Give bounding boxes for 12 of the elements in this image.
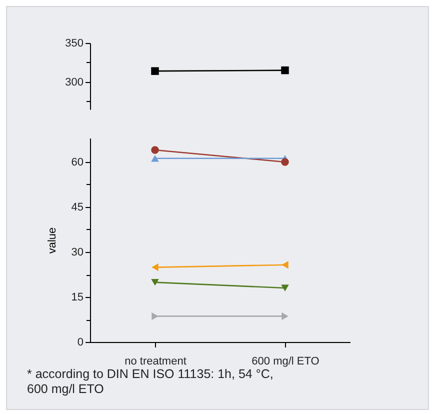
y-tick-label: 45 <box>71 202 84 214</box>
x-tick-label: no treatment <box>124 356 186 368</box>
y-axis-title: value <box>46 228 58 254</box>
text: * according to DIN EN ISO 11135: 1h, 54 °C, 600 mg/l ETO <box>27 367 274 397</box>
y-tick-label: 300 <box>65 76 84 88</box>
x-tick-label: 600 mg/l ETO <box>252 356 320 368</box>
y-tick-label: 0 <box>77 336 84 349</box>
y-tick-label: 15 <box>71 292 84 304</box>
y-tick-label: 350 <box>65 38 84 50</box>
point <box>151 146 159 154</box>
y-tick-label: 60 <box>71 156 84 169</box>
y-tick-label: 30 <box>71 246 84 259</box>
